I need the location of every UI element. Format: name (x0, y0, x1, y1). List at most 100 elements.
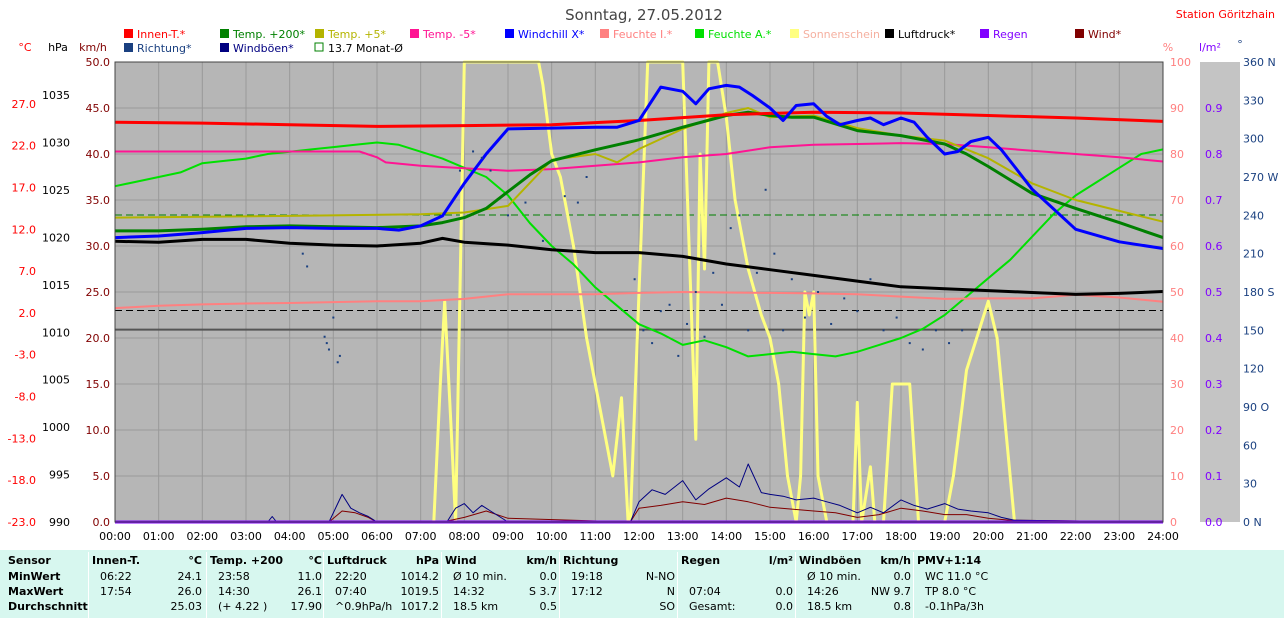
tick-label-direction: 0 N (1243, 516, 1262, 529)
legend-label: 13.7 Monat-Ø (328, 42, 403, 55)
tick-label-rain: 0.3 (1205, 378, 1223, 391)
table-value: SO (659, 600, 675, 613)
tick-label-time: 21:00 (1016, 530, 1048, 543)
legend-swatch (1075, 29, 1084, 38)
legend-swatch (124, 29, 133, 38)
direction-point (720, 303, 723, 306)
legend-label: Windböen* (233, 42, 294, 55)
tick-label-pressure: 1025 (42, 184, 70, 197)
legend-swatch (220, 43, 229, 52)
direction-point (332, 316, 335, 319)
weather-chart: Sonntag, 27.05.2012 Station Göritzhain °… (8, 6, 1279, 543)
table-divider (913, 552, 914, 618)
table-cell: 23:58 (218, 570, 250, 583)
table-value: 0.0 (893, 570, 912, 583)
table-divider (88, 552, 89, 618)
tick-label-humidity: 50 (1170, 286, 1184, 299)
series-richtung (301, 150, 964, 364)
tick-label-direction: 240 (1243, 209, 1264, 222)
tick-label-direction: 30 (1243, 478, 1257, 491)
table-cell: 07:40 (335, 585, 367, 598)
direction-point (541, 239, 544, 242)
plot-frame (114, 61, 1164, 523)
tick-label-direction: 360 N (1243, 56, 1276, 69)
tick-label-time: 19:00 (929, 530, 961, 543)
table-value: 1019.5 (400, 585, 440, 598)
tick-label-wind: 45.0 (86, 102, 111, 115)
direction-point (843, 297, 846, 300)
table-cell: ^0.9hPa/h (335, 600, 393, 613)
unit-label-wind: km/h (79, 41, 107, 54)
table-value: 26.1 (297, 585, 323, 598)
tick-label-time: 11:00 (579, 530, 611, 543)
table-value: 26.0 (177, 585, 203, 598)
tick-label-pressure: 1000 (42, 421, 70, 434)
tick-label-direction: 270 W (1243, 171, 1278, 184)
tick-label-humidity: 70 (1170, 194, 1184, 207)
tick-label-direction: 300 (1243, 133, 1264, 146)
table-value: 0.8 (893, 600, 912, 613)
direction-point (729, 227, 732, 230)
direction-point (458, 169, 461, 172)
tick-label-rain: 0.8 (1205, 148, 1223, 161)
legend-swatch (695, 29, 704, 38)
tick-label-wind: 0.0 (93, 516, 111, 529)
tick-label-time: 12:00 (623, 530, 655, 543)
table-cell: WC 11.0 °C (925, 570, 989, 583)
tick-label-time: 06:00 (361, 530, 393, 543)
tick-label-temp: -13.0 (8, 432, 36, 445)
tick-label-time: 03:00 (230, 530, 262, 543)
legend-swatch (314, 42, 324, 52)
axes-layer: 27.0 22.0 17.0 12.0 7.0 2.0 -3.0 -8.0 -13.0 -18.0… (8, 56, 1279, 543)
tick-label-direction: 60 (1243, 439, 1257, 452)
tick-label-time: 14:00 (710, 530, 742, 543)
tick-label-time: 23:00 (1103, 530, 1135, 543)
station-name: Station Göritzhain (1176, 8, 1275, 21)
table-divider (441, 552, 442, 618)
tick-label-wind: 15.0 (86, 378, 111, 391)
direction-point (576, 201, 579, 204)
legend-label: Regen (993, 28, 1028, 41)
tick-label-temp: 7.0 (19, 265, 37, 278)
table-cell: TP 8.0 °C (925, 585, 977, 598)
column-header: Regen (681, 554, 721, 567)
tick-label-time: 10:00 (536, 530, 568, 543)
tick-label-rain: 0.7 (1205, 194, 1223, 207)
legend-item: Feuchte A.* (695, 28, 772, 41)
column-header: Richtung (563, 554, 619, 567)
table-cell: 19:18 (571, 570, 603, 583)
table-cell: 14:32 (453, 585, 485, 598)
direction-point (782, 329, 785, 332)
table-cell: 18.5 km (453, 600, 499, 613)
unit-label-rain: l/m² (1199, 41, 1221, 54)
table-value: 0.0 (775, 600, 794, 613)
tick-label-wind: 25.0 (86, 286, 111, 299)
tick-label-temp: 17.0 (12, 181, 37, 194)
tick-label-wind: 10.0 (86, 424, 111, 437)
tick-label-temp: 12.0 (12, 223, 37, 236)
tick-label-direction: 120 (1243, 363, 1264, 376)
table-cell: Ø 10 min. (807, 570, 861, 583)
direction-point (306, 265, 309, 268)
column-header: Luftdruck (327, 554, 387, 567)
legend-item: Temp. +200* (220, 28, 306, 41)
table-cell: -0.1hPa/3h (925, 600, 984, 613)
tick-label-temp: -23.0 (8, 516, 36, 529)
legend-swatch (790, 29, 799, 38)
tick-label-pressure: 1020 (42, 231, 70, 244)
legend-swatch (600, 29, 609, 38)
tick-label-time: 20:00 (972, 530, 1004, 543)
column-header: Temp. +200 (210, 554, 284, 567)
direction-point (773, 252, 776, 255)
table-cell: 18.5 km (807, 600, 853, 613)
direction-point (921, 348, 924, 351)
tick-label-humidity: 0 (1170, 516, 1177, 529)
tick-label-time: 02:00 (186, 530, 218, 543)
tick-label-time: 09:00 (492, 530, 524, 543)
series-windböen (115, 463, 1164, 523)
table-value: 0.0 (539, 570, 558, 583)
tick-label-pressure: 1015 (42, 279, 70, 292)
column-unit: °C (308, 554, 322, 567)
column-header: Wind (445, 554, 477, 567)
